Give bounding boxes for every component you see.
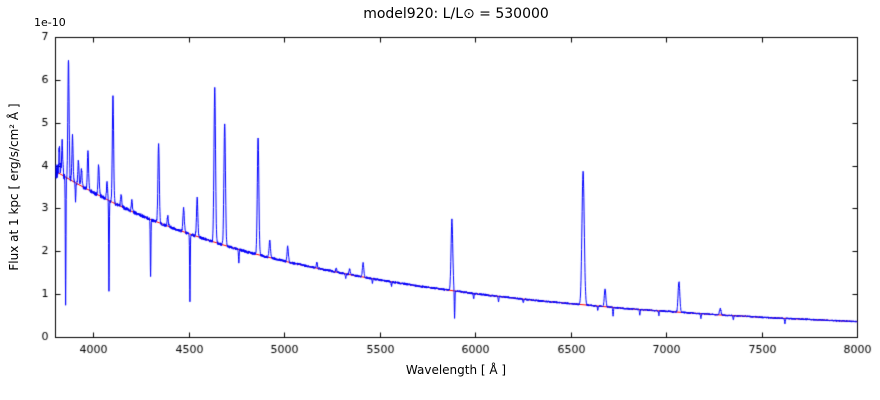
x-axis-label: Wavelength [ Å ]: [405, 363, 507, 377]
chart-title: model920: L/L⊙ = 530000: [363, 6, 549, 22]
y-axis-offset-text: 1e-10: [34, 16, 66, 29]
y-axis-label: Flux at 1 kpc [ erg/s/cm² Å ]: [7, 103, 21, 271]
